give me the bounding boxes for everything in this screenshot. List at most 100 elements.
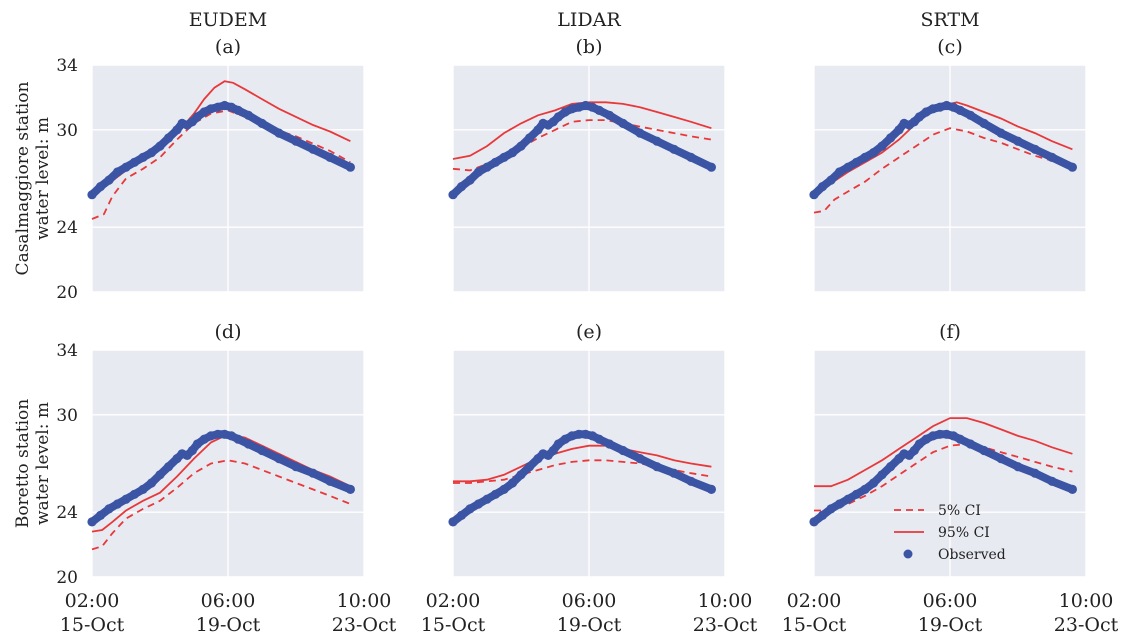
y-tick-label: 24 <box>56 218 78 238</box>
column-title-srtm: SRTM <box>920 9 979 31</box>
panel-e-observed-point <box>516 470 526 480</box>
panel-d-observed-point <box>163 462 174 472</box>
panel-a-observed-point <box>291 136 301 146</box>
panel-d-observed-point <box>308 468 318 478</box>
panel-b-observed-point <box>604 110 615 120</box>
x-tick-time: 06:00 <box>562 590 617 612</box>
panel-a-observed-point <box>274 128 284 138</box>
y-tick-label: 20 <box>56 568 78 588</box>
panel-a-observed-point <box>155 141 165 151</box>
panel-c-observed-point <box>843 162 853 172</box>
panel-d-observed-point <box>345 484 355 494</box>
panel-c-observed-point <box>1013 136 1023 146</box>
panel-d-observed-point <box>325 476 335 486</box>
x-tick-date: 19-Oct <box>196 614 261 635</box>
panel-f-observed-point <box>860 484 870 494</box>
y-tick-label: 20 <box>56 283 78 303</box>
panel-d-observed-point <box>192 439 202 449</box>
panel-d-observed-point <box>243 439 253 449</box>
panel-b-letter: (b) <box>576 36 603 58</box>
panel-e-observed-point <box>574 429 584 439</box>
panel-b-observed-point <box>594 105 604 115</box>
panel-b-observed-point <box>669 144 679 154</box>
x-tick-date: 23-Oct <box>1054 614 1119 635</box>
panel-e-observed-point <box>548 445 558 456</box>
panel-d-observed-point <box>104 504 114 514</box>
panel-b-observed-point <box>499 152 509 162</box>
x-tick-date: 15-Oct <box>782 614 847 635</box>
panel-b-observed-point <box>553 112 564 122</box>
panel-e-observed-point <box>560 434 570 444</box>
panel-d-observed-point <box>213 429 223 439</box>
panel-d-letter: (d) <box>215 321 242 343</box>
panel-e-observed-point <box>706 484 717 494</box>
panel-a-observed-point <box>172 125 182 135</box>
panel-e-observed-point <box>669 468 679 478</box>
panel-d-observed-point <box>112 499 123 509</box>
panel-a-observed-point <box>308 144 318 154</box>
panel-b-ci-5-line <box>452 119 712 172</box>
panel-e-observed-point <box>499 484 509 494</box>
panel-d-observed-point <box>199 434 209 444</box>
panel-c-observed-point <box>817 182 828 192</box>
panel-e-observed-point <box>448 517 458 527</box>
panel-c-letter: (c) <box>937 36 962 58</box>
panel-f-observed-point <box>826 504 836 514</box>
x-tick-date: 15-Oct <box>421 614 486 635</box>
x-tick-date: 23-Oct <box>332 614 397 635</box>
panel-b-observed-point <box>524 133 535 143</box>
y-tick-label: 34 <box>56 341 78 361</box>
panel-a-letter: (a) <box>215 36 241 58</box>
y-tick-label: 34 <box>56 56 78 76</box>
panel-f-observed-point <box>955 434 965 444</box>
panel-f-observed-point <box>909 445 919 456</box>
x-tick-time: 10:00 <box>1059 590 1114 612</box>
panel-d-observed-point <box>226 431 236 441</box>
row-label-unit: water level: m <box>33 402 53 525</box>
x-tick-time: 02:00 <box>426 590 481 612</box>
panel-c-observed-point <box>809 190 819 200</box>
panel-d-observed-point <box>187 445 197 456</box>
row-label-unit: water level: m <box>33 117 53 240</box>
panel-e-observed-point <box>686 476 696 486</box>
panel-c-observed-point <box>1047 152 1057 162</box>
panel-b-observed-point <box>456 182 467 192</box>
panel-a-observed-point <box>95 182 106 192</box>
panel-c-observed-point <box>1030 144 1040 154</box>
panel-a-observed-point <box>112 167 123 177</box>
panel-f-observed-point <box>809 517 819 527</box>
panel-d-observed-point <box>291 462 301 472</box>
panel-f-observed-point <box>965 439 976 449</box>
panel-f-observed-point <box>1013 462 1023 472</box>
panel-e-observed-point <box>490 489 501 499</box>
panel-e-letter: (e) <box>576 321 602 343</box>
legend-label: 5% CI <box>938 503 981 519</box>
panel-c-observed-point <box>868 148 879 158</box>
y-tick-label: 30 <box>56 406 78 426</box>
y-tick-label: 30 <box>56 121 78 141</box>
panel-e-observed-point <box>652 462 662 472</box>
panel-a-observed-point <box>345 162 355 172</box>
panel-b-observed-point <box>533 125 543 135</box>
panel-a-observed-point <box>87 190 97 200</box>
panel-c-observed-point <box>834 167 845 177</box>
panel-b-observed-point <box>635 128 645 138</box>
panel-a-observed-point <box>163 133 174 143</box>
column-title-eudem: EUDEM <box>189 9 267 31</box>
panel-d-observed-point <box>95 510 106 520</box>
panel-d-observed-point <box>146 478 157 488</box>
panel-e-ci-95-line <box>453 444 712 483</box>
x-tick-time: 06:00 <box>201 590 256 612</box>
panel-b-observed-point <box>482 162 492 172</box>
panel-f-ci-95-line <box>814 417 1073 488</box>
row-label-station: Boretto station <box>13 399 33 528</box>
x-tick-time: 06:00 <box>923 590 978 612</box>
panel-d-observed-point <box>155 470 165 480</box>
panel-e-observed-point <box>473 499 484 509</box>
panel-f-observed-point <box>1067 484 1077 494</box>
panel-e-observed-point <box>594 434 604 444</box>
panel-c-observed-point <box>1067 162 1077 172</box>
panel-c-observed-point <box>860 152 870 162</box>
panel-a-observed-point <box>233 105 243 115</box>
